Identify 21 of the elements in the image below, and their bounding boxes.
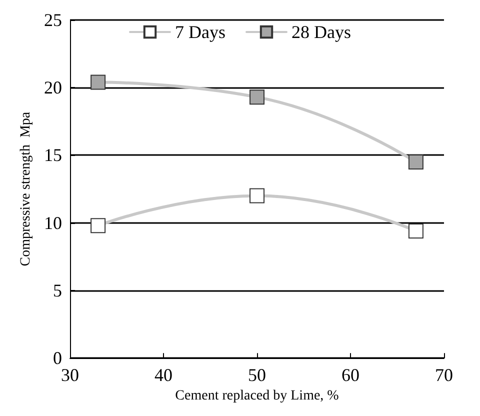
legend-label: 28 Days	[292, 22, 351, 42]
point	[408, 154, 424, 170]
point	[90, 218, 106, 234]
x-tick-label: 40	[154, 365, 172, 386]
legend-label: 7 Days	[175, 22, 226, 42]
x-tick-label: 50	[248, 365, 266, 386]
x-axis-title: Cement replaced by Lime, %	[175, 388, 340, 404]
y-tick-label: 5	[53, 280, 62, 300]
point	[250, 188, 264, 204]
y-axis-title: Compressive strength Mpa	[18, 111, 34, 266]
x-tick-label: 60	[342, 365, 360, 386]
y-tick-label: 10	[44, 212, 62, 233]
x-tick-label: 70	[435, 365, 453, 386]
point	[90, 74, 106, 90]
y-tick-label: 20	[44, 78, 62, 98]
y-tick-label: 15	[44, 145, 62, 166]
point	[408, 223, 424, 238]
point	[250, 90, 264, 105]
y-tick-label: 25	[44, 10, 62, 30]
x-tick-label: 30	[61, 365, 79, 386]
y-tick-label: 0	[53, 348, 62, 368]
